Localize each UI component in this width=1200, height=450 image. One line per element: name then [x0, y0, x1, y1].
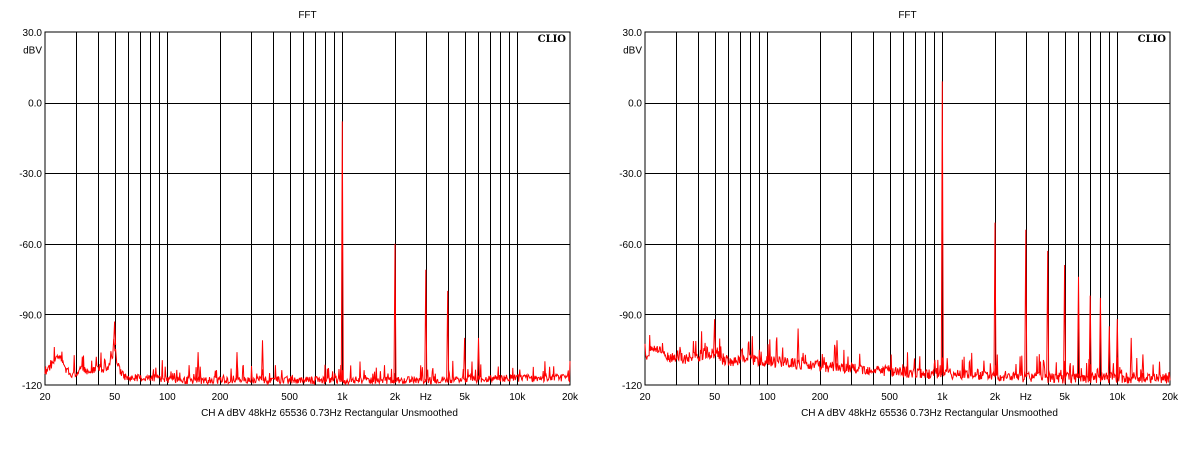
- spectrum-peak: [463, 337, 467, 380]
- y-tick-label: 30.0: [623, 28, 643, 39]
- x-tick-label: 1k: [937, 392, 949, 403]
- x-tick-label: 200: [812, 392, 829, 403]
- x-tick-label: 20k: [562, 392, 579, 403]
- brand-logo: CLIO: [1138, 34, 1167, 45]
- y-tick-label: -30.0: [619, 169, 642, 180]
- spectrum-peak: [713, 319, 717, 355]
- y-tick-label: -120: [22, 381, 42, 392]
- spectrum-peak: [477, 337, 480, 379]
- x-tick-label: 100: [759, 392, 776, 403]
- spectrum-peak: [1024, 229, 1028, 377]
- x-tick-label: 100: [159, 392, 176, 403]
- spectrum-peak: [1129, 337, 1133, 378]
- spectrum-peak: [446, 290, 450, 380]
- x-tick-label: 5k: [1059, 392, 1071, 403]
- spectrum-peak: [1098, 297, 1102, 378]
- x-tick-label: 500: [881, 392, 898, 403]
- x-tick-label: 20k: [1162, 392, 1179, 403]
- y-tick-label: -60.0: [619, 240, 642, 251]
- x-tick-label: 10k: [509, 392, 526, 403]
- x-tick-label: 2k: [390, 392, 402, 403]
- spectrum-peak: [796, 328, 800, 364]
- x-tick-label: 20: [39, 392, 51, 403]
- y-tick-label: 0.0: [28, 99, 42, 110]
- chart-title: FFT: [898, 10, 916, 21]
- fft-chart-right: FFT CLIO 30.0 dBV 0.0 -30.0 -60.0 -90.0 -120 20 50…: [600, 0, 1200, 450]
- x-tick-label: Hz: [420, 392, 432, 403]
- spectrum-peak: [261, 340, 264, 381]
- spectrum-peak: [393, 243, 397, 381]
- measurement-settings: CH A dBV 48kHz 65536 0.73Hz Rectangular …: [201, 408, 458, 419]
- spectrum-peak: [993, 222, 997, 376]
- y-tick-label: -120: [622, 381, 642, 392]
- spectrum-peak: [1107, 326, 1111, 378]
- x-tick-label: 1k: [337, 392, 349, 403]
- measurement-settings: CH A dBV 48kHz 65536 0.73Hz Rectangular …: [801, 408, 1058, 419]
- spectrum-peak: [235, 352, 239, 381]
- y-tick-label: -90.0: [619, 310, 642, 321]
- noise-floor-trace: [44, 339, 571, 386]
- x-tick-label: 200: [212, 392, 229, 403]
- spectrum-peak: [340, 121, 344, 381]
- y-tick-label: dBV: [623, 46, 642, 57]
- y-tick-label: 30.0: [23, 28, 43, 39]
- x-tick-label: 50: [709, 392, 721, 403]
- spectrum-peak: [1077, 276, 1080, 378]
- spectrum-peak: [940, 81, 944, 374]
- spectrum-peak: [1088, 295, 1092, 378]
- spectrum-peak: [1063, 264, 1067, 378]
- x-tick-label: 10k: [1109, 392, 1126, 403]
- x-tick-label: 2k: [990, 392, 1002, 403]
- y-tick-label: -30.0: [19, 169, 42, 180]
- plot-frame: [644, 31, 1171, 386]
- x-tick-label: 20: [639, 392, 651, 403]
- spectrum-peak: [196, 352, 200, 381]
- chart-title: FFT: [298, 10, 316, 21]
- brand-logo: CLIO: [538, 34, 567, 45]
- x-tick-label: Hz: [1020, 392, 1032, 403]
- noise-floor-trace: [644, 331, 1171, 384]
- x-tick-label: 5k: [459, 392, 471, 403]
- y-tick-label: dBV: [23, 46, 42, 57]
- x-tick-label: 500: [281, 392, 298, 403]
- spectrum-peak: [835, 340, 839, 368]
- spectrum-peak: [1115, 319, 1119, 378]
- x-tick-label: 50: [109, 392, 121, 403]
- plot-frame: [44, 31, 571, 386]
- fft-chart-left: FFT CLIO 30.0 dBV 0.0 -30.0 -60.0 -90.0 -120 20 50…: [19, 10, 579, 419]
- spectrum-peak: [1046, 250, 1050, 378]
- y-tick-label: 0.0: [628, 99, 642, 110]
- spectrum-peak: [1141, 354, 1145, 378]
- y-tick-label: -90.0: [19, 310, 42, 321]
- y-tick-label: -60.0: [19, 240, 42, 251]
- spectrum-peak: [113, 321, 117, 346]
- spectrum-peak: [424, 269, 428, 381]
